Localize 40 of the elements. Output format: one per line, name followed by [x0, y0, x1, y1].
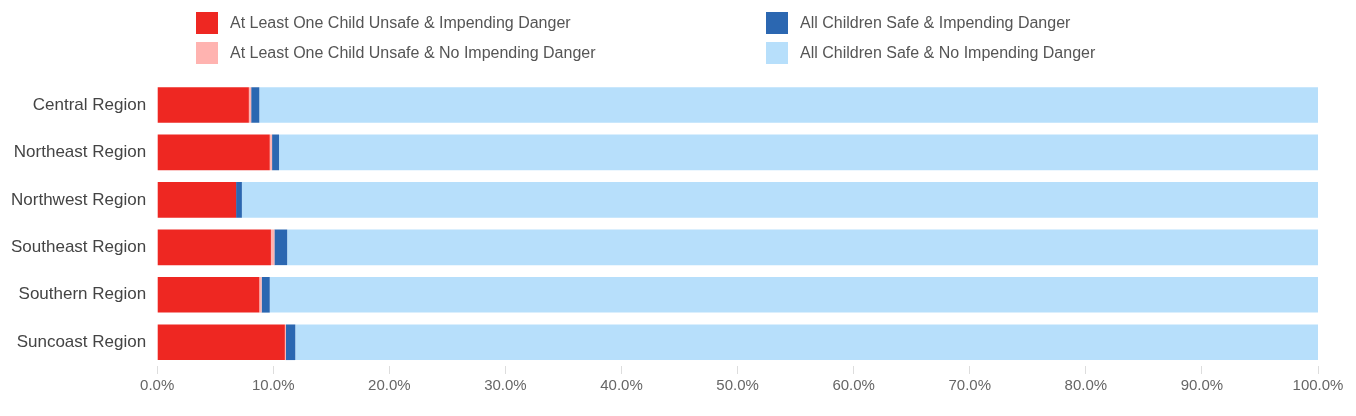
- bar: [251, 87, 260, 123]
- x-tick-label: 80.0%: [1064, 376, 1108, 394]
- bar: [157, 229, 271, 266]
- x-tick-label: 20.0%: [368, 376, 411, 394]
- bar: [287, 229, 1318, 266]
- bar: [157, 134, 270, 171]
- y-tick-label: Southern Region: [18, 284, 147, 304]
- y-tick-label: Central Region: [32, 94, 147, 114]
- x-tick-label: 90.0%: [1180, 376, 1224, 394]
- x-tick-label: 10.0%: [251, 376, 295, 394]
- bar: [157, 182, 237, 218]
- y-tick-label: Suncoast Region: [16, 331, 147, 351]
- x-tick-label: 0.0%: [140, 376, 175, 394]
- bar: [157, 277, 260, 313]
- bar: [279, 134, 1318, 171]
- bar: [274, 229, 288, 266]
- x-tick-label: 60.0%: [832, 376, 875, 394]
- bar: [157, 87, 249, 123]
- bar: [236, 182, 242, 218]
- x-tick-label: 100.0%: [1292, 376, 1344, 394]
- bar: [259, 87, 1318, 123]
- bar: [261, 277, 270, 313]
- bar: [259, 277, 262, 313]
- x-tick-label: 70.0%: [948, 376, 992, 394]
- y-tick-label: Northwest Region: [11, 189, 147, 209]
- bar: [241, 182, 1318, 218]
- bar: [272, 134, 280, 171]
- bar: [295, 324, 1318, 361]
- bar: [269, 277, 1318, 313]
- x-tick-label: 50.0%: [716, 376, 759, 394]
- x-tick-label: 40.0%: [600, 376, 643, 394]
- y-tick-label: Northeast Region: [13, 142, 147, 162]
- legend-label: At Least One Child Unsafe & Impending Danger: [230, 14, 571, 32]
- bar: [157, 324, 285, 361]
- legend-label: All Children Safe & No Impending Danger: [800, 44, 1096, 62]
- x-tick-label: 30.0%: [484, 376, 527, 394]
- legend-label: At Least One Child Unsafe & No Impending Danger: [230, 44, 596, 62]
- legend-label: All Children Safe & Impending Danger: [800, 14, 1071, 32]
- y-tick-label: Southeast Region: [11, 237, 147, 257]
- bar: [286, 324, 296, 361]
